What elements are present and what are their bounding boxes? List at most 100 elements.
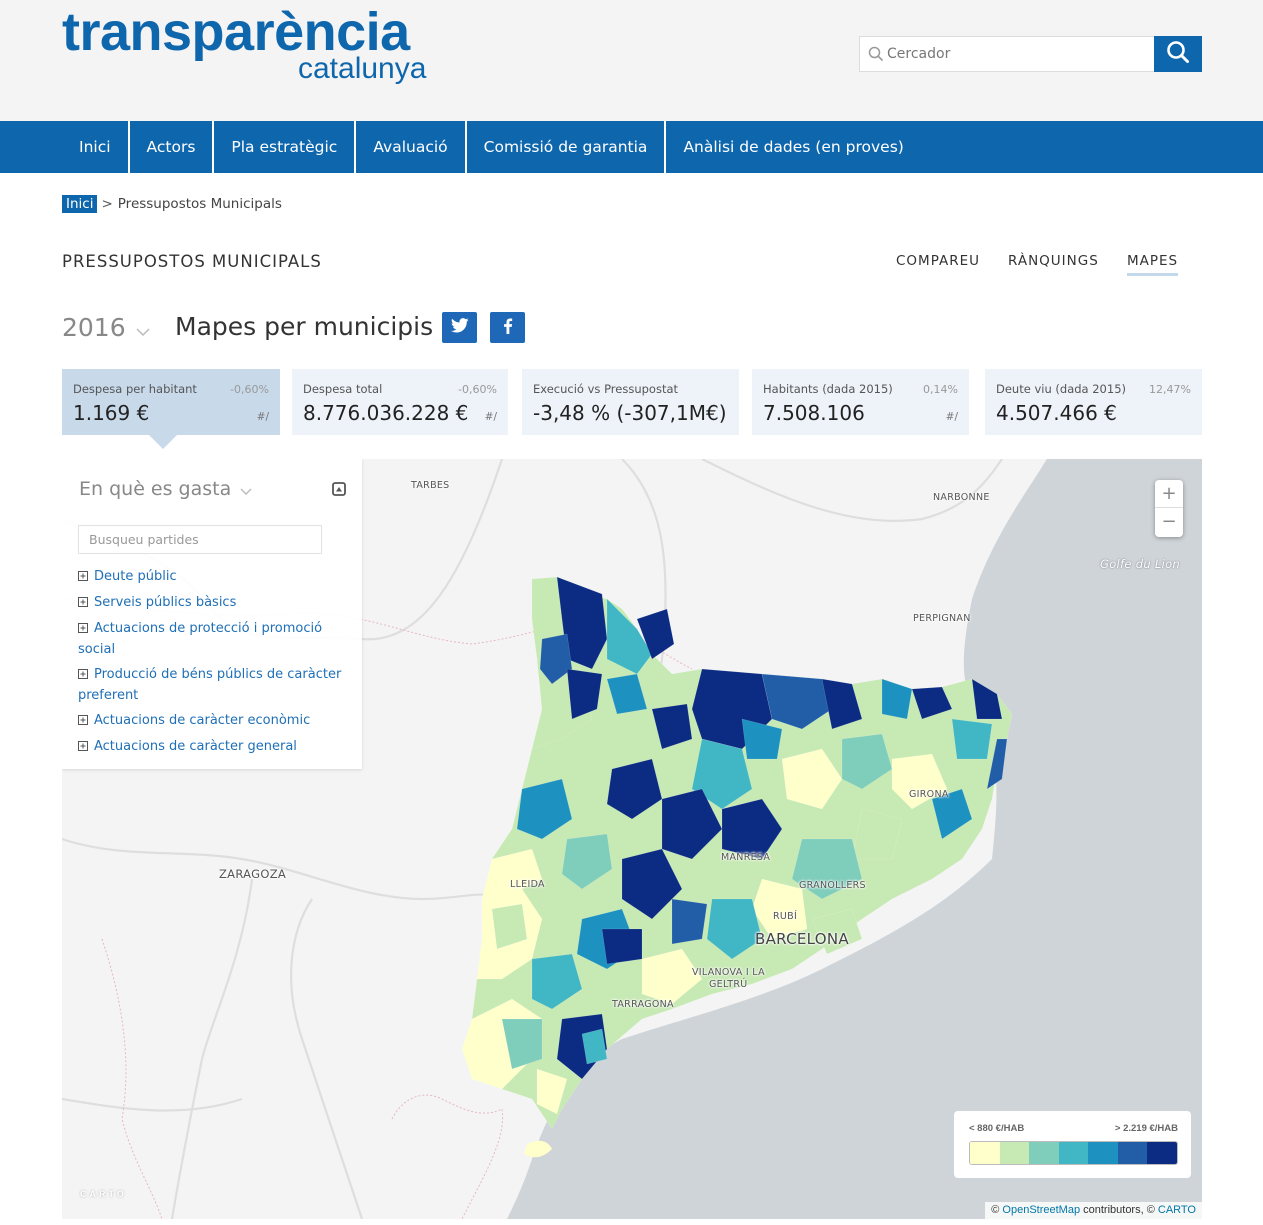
expand-plus-icon[interactable]	[78, 568, 88, 588]
facebook-share-button[interactable]	[490, 312, 525, 343]
chevron-down-icon	[240, 479, 252, 501]
map-label-tarbes: TARBES	[411, 480, 450, 491]
breadcrumb: Inici > Pressupostos Municipals	[62, 195, 282, 213]
search-icon	[1166, 40, 1190, 68]
kpi-despesa-total[interactable]: Despesa total -0,60% 8.776.036.228 € #/	[292, 369, 508, 435]
year-value: 2016	[62, 313, 126, 342]
logo-title: transparència	[62, 2, 410, 62]
choropleth-map[interactable]: TARBES NARBONNE Golfe du Lion PERPIGNAN …	[62, 459, 1202, 1219]
spending-category-selector[interactable]: En què es gasta	[79, 477, 252, 501]
tree-item-caracter-economic[interactable]: Actuacions de caràcter econòmic	[78, 711, 353, 732]
kpi-habitants[interactable]: Habitants (dada 2015) 0,14% 7.508.106 #/	[752, 369, 969, 435]
budget-items-search[interactable]	[78, 525, 322, 554]
zoom-out-button[interactable]: −	[1161, 511, 1177, 532]
collapse-panel-icon[interactable]	[332, 481, 346, 496]
zoom-in-button[interactable]: +	[1155, 480, 1183, 508]
tree-item-proteccio-social[interactable]: Actuacions de protecció i promoció socia…	[78, 619, 353, 660]
breadcrumb-home-link[interactable]: Inici	[62, 195, 98, 213]
tree-item-serveis-publics[interactable]: Serveis públics bàsics	[78, 593, 353, 614]
search-button[interactable]	[1154, 36, 1202, 72]
map-zoom-control: + −	[1155, 480, 1183, 537]
carto-link[interactable]: CARTO	[1157, 1204, 1196, 1216]
kpi-label: Despesa per habitant	[73, 382, 197, 396]
tree-item-label: Producció de béns públics de caràcter pr…	[78, 667, 342, 703]
map-label-rubi: RUBÍ	[773, 911, 798, 922]
legend-swatch	[1088, 1142, 1118, 1164]
kpi-label: Execució vs Pressupostat	[533, 382, 679, 396]
tree-item-label: Actuacions de caràcter econòmic	[94, 713, 311, 728]
kpi-despesa-per-habitant[interactable]: Despesa per habitant -0,60% 1.169 € #/	[62, 369, 280, 449]
tree-item-caracter-general[interactable]: Actuacions de caràcter general	[78, 737, 353, 758]
subnav-ranquings[interactable]: RÀNQUINGS	[1008, 253, 1099, 269]
kpi-value: 4.507.466 €	[996, 401, 1117, 425]
nav-item-comissio-garantia[interactable]: Comissió de garantia	[467, 121, 667, 173]
legend-swatch	[1058, 1142, 1089, 1164]
site-logo[interactable]: transparència catalunya	[62, 2, 426, 85]
expand-plus-icon[interactable]	[78, 620, 88, 640]
search-input[interactable]	[887, 37, 1149, 71]
nav-item-actors[interactable]: Actors	[130, 121, 215, 173]
map-label-perpignan: PERPIGNAN	[913, 613, 971, 624]
expand-plus-icon[interactable]	[78, 712, 88, 732]
search-icon	[868, 46, 884, 66]
legend-swatch	[1147, 1142, 1177, 1164]
twitter-share-button[interactable]	[442, 312, 477, 343]
page-title: Mapes per municipis	[175, 312, 434, 341]
nav-item-analisi-dades[interactable]: Anàlisi de dades (en proves)	[683, 138, 904, 156]
map-label-golfe-du-lion: Golfe du Lion	[1100, 557, 1180, 571]
openstreetmap-link[interactable]: OpenStreetMap	[1002, 1204, 1081, 1216]
panel-title: En què es gasta	[79, 478, 232, 500]
legend-min-label: < 880 €/HAB	[969, 1123, 1025, 1134]
tree-item-label: Actuacions de protecció i promoció socia…	[78, 621, 323, 657]
map-label-tarragona: TARRAGONA	[612, 999, 674, 1010]
search-field[interactable]	[859, 36, 1155, 72]
year-selector[interactable]: 2016	[62, 312, 150, 343]
chevron-down-icon	[136, 314, 150, 343]
kpi-unit: #/	[256, 411, 269, 423]
kpi-delta: 12,47%	[1149, 383, 1191, 396]
map-label-girona: GIRONA	[909, 789, 949, 800]
kpi-label: Habitants (dada 2015)	[763, 382, 893, 396]
budget-tree: Deute públic Serveis públics bàsics Actu…	[78, 567, 353, 763]
kpi-label: Despesa total	[303, 382, 383, 396]
legend-swatch	[970, 1142, 1000, 1164]
site-header: transparència catalunya	[0, 0, 1263, 121]
legend-swatch	[1029, 1142, 1059, 1164]
map-label-granollers: GRANOLLERS	[799, 880, 866, 891]
attribution-prefix: ©	[991, 1204, 1000, 1216]
nav-item-avaluacio[interactable]: Avaluació	[356, 121, 467, 173]
nav-item-inici[interactable]: Inici	[62, 121, 130, 173]
kpi-value: -3,48 % (-307,1M€)	[533, 401, 727, 425]
kpi-deute-viu[interactable]: Deute viu (dada 2015) 12,47% 4.507.466 €	[985, 369, 1202, 435]
kpi-unit: #/	[945, 411, 958, 423]
legend-swatch	[1117, 1142, 1148, 1164]
kpi-unit: #/	[484, 411, 497, 423]
expand-plus-icon[interactable]	[78, 738, 88, 758]
nav-item-pla-estrategic[interactable]: Pla estratègic	[214, 121, 357, 173]
map-label-lleida: LLEIDA	[510, 879, 545, 890]
legend-max-label: > 2.219 €/HAB	[1114, 1123, 1178, 1134]
expand-plus-icon[interactable]	[78, 594, 88, 614]
tree-item-deute-public[interactable]: Deute públic	[78, 567, 353, 588]
spending-panel: En què es gasta Deute públic Serveis púb…	[62, 459, 362, 769]
map-label-vilanova: VILANOVA I LA	[692, 967, 765, 978]
tree-item-label: Actuacions de caràcter general	[94, 739, 297, 754]
tree-item-label: Serveis públics bàsics	[94, 595, 237, 610]
kpi-delta: 0,14%	[923, 383, 958, 396]
carto-logo: CARTO	[80, 1189, 127, 1199]
breadcrumb-separator: >	[101, 196, 113, 212]
map-label-zaragoza: ZARAGOZA	[219, 867, 287, 881]
expand-plus-icon[interactable]	[78, 666, 88, 686]
subnav-compareu[interactable]: COMPAREU	[896, 253, 981, 269]
map-label-barcelona: BARCELONA	[755, 930, 849, 948]
kpi-execucio-vs-pressupostat[interactable]: Execució vs Pressupostat -3,48 % (-307,1…	[522, 369, 739, 435]
map-label-geltru: GELTRÚ	[709, 979, 748, 990]
map-attribution: © OpenStreetMap contributors, © CARTO	[985, 1202, 1202, 1219]
subnav-mapes[interactable]: MAPES	[1127, 253, 1179, 276]
tree-item-bens-publics[interactable]: Producció de béns públics de caràcter pr…	[78, 665, 353, 706]
kpi-value: 8.776.036.228 €	[303, 401, 469, 425]
facebook-icon	[503, 317, 513, 338]
breadcrumb-current: Pressupostos Municipals	[117, 196, 282, 212]
map-legend: < 880 €/HAB > 2.219 €/HAB	[954, 1111, 1191, 1178]
main-nav: Inici Actors Pla estratègic Avaluació Co…	[0, 121, 1263, 173]
